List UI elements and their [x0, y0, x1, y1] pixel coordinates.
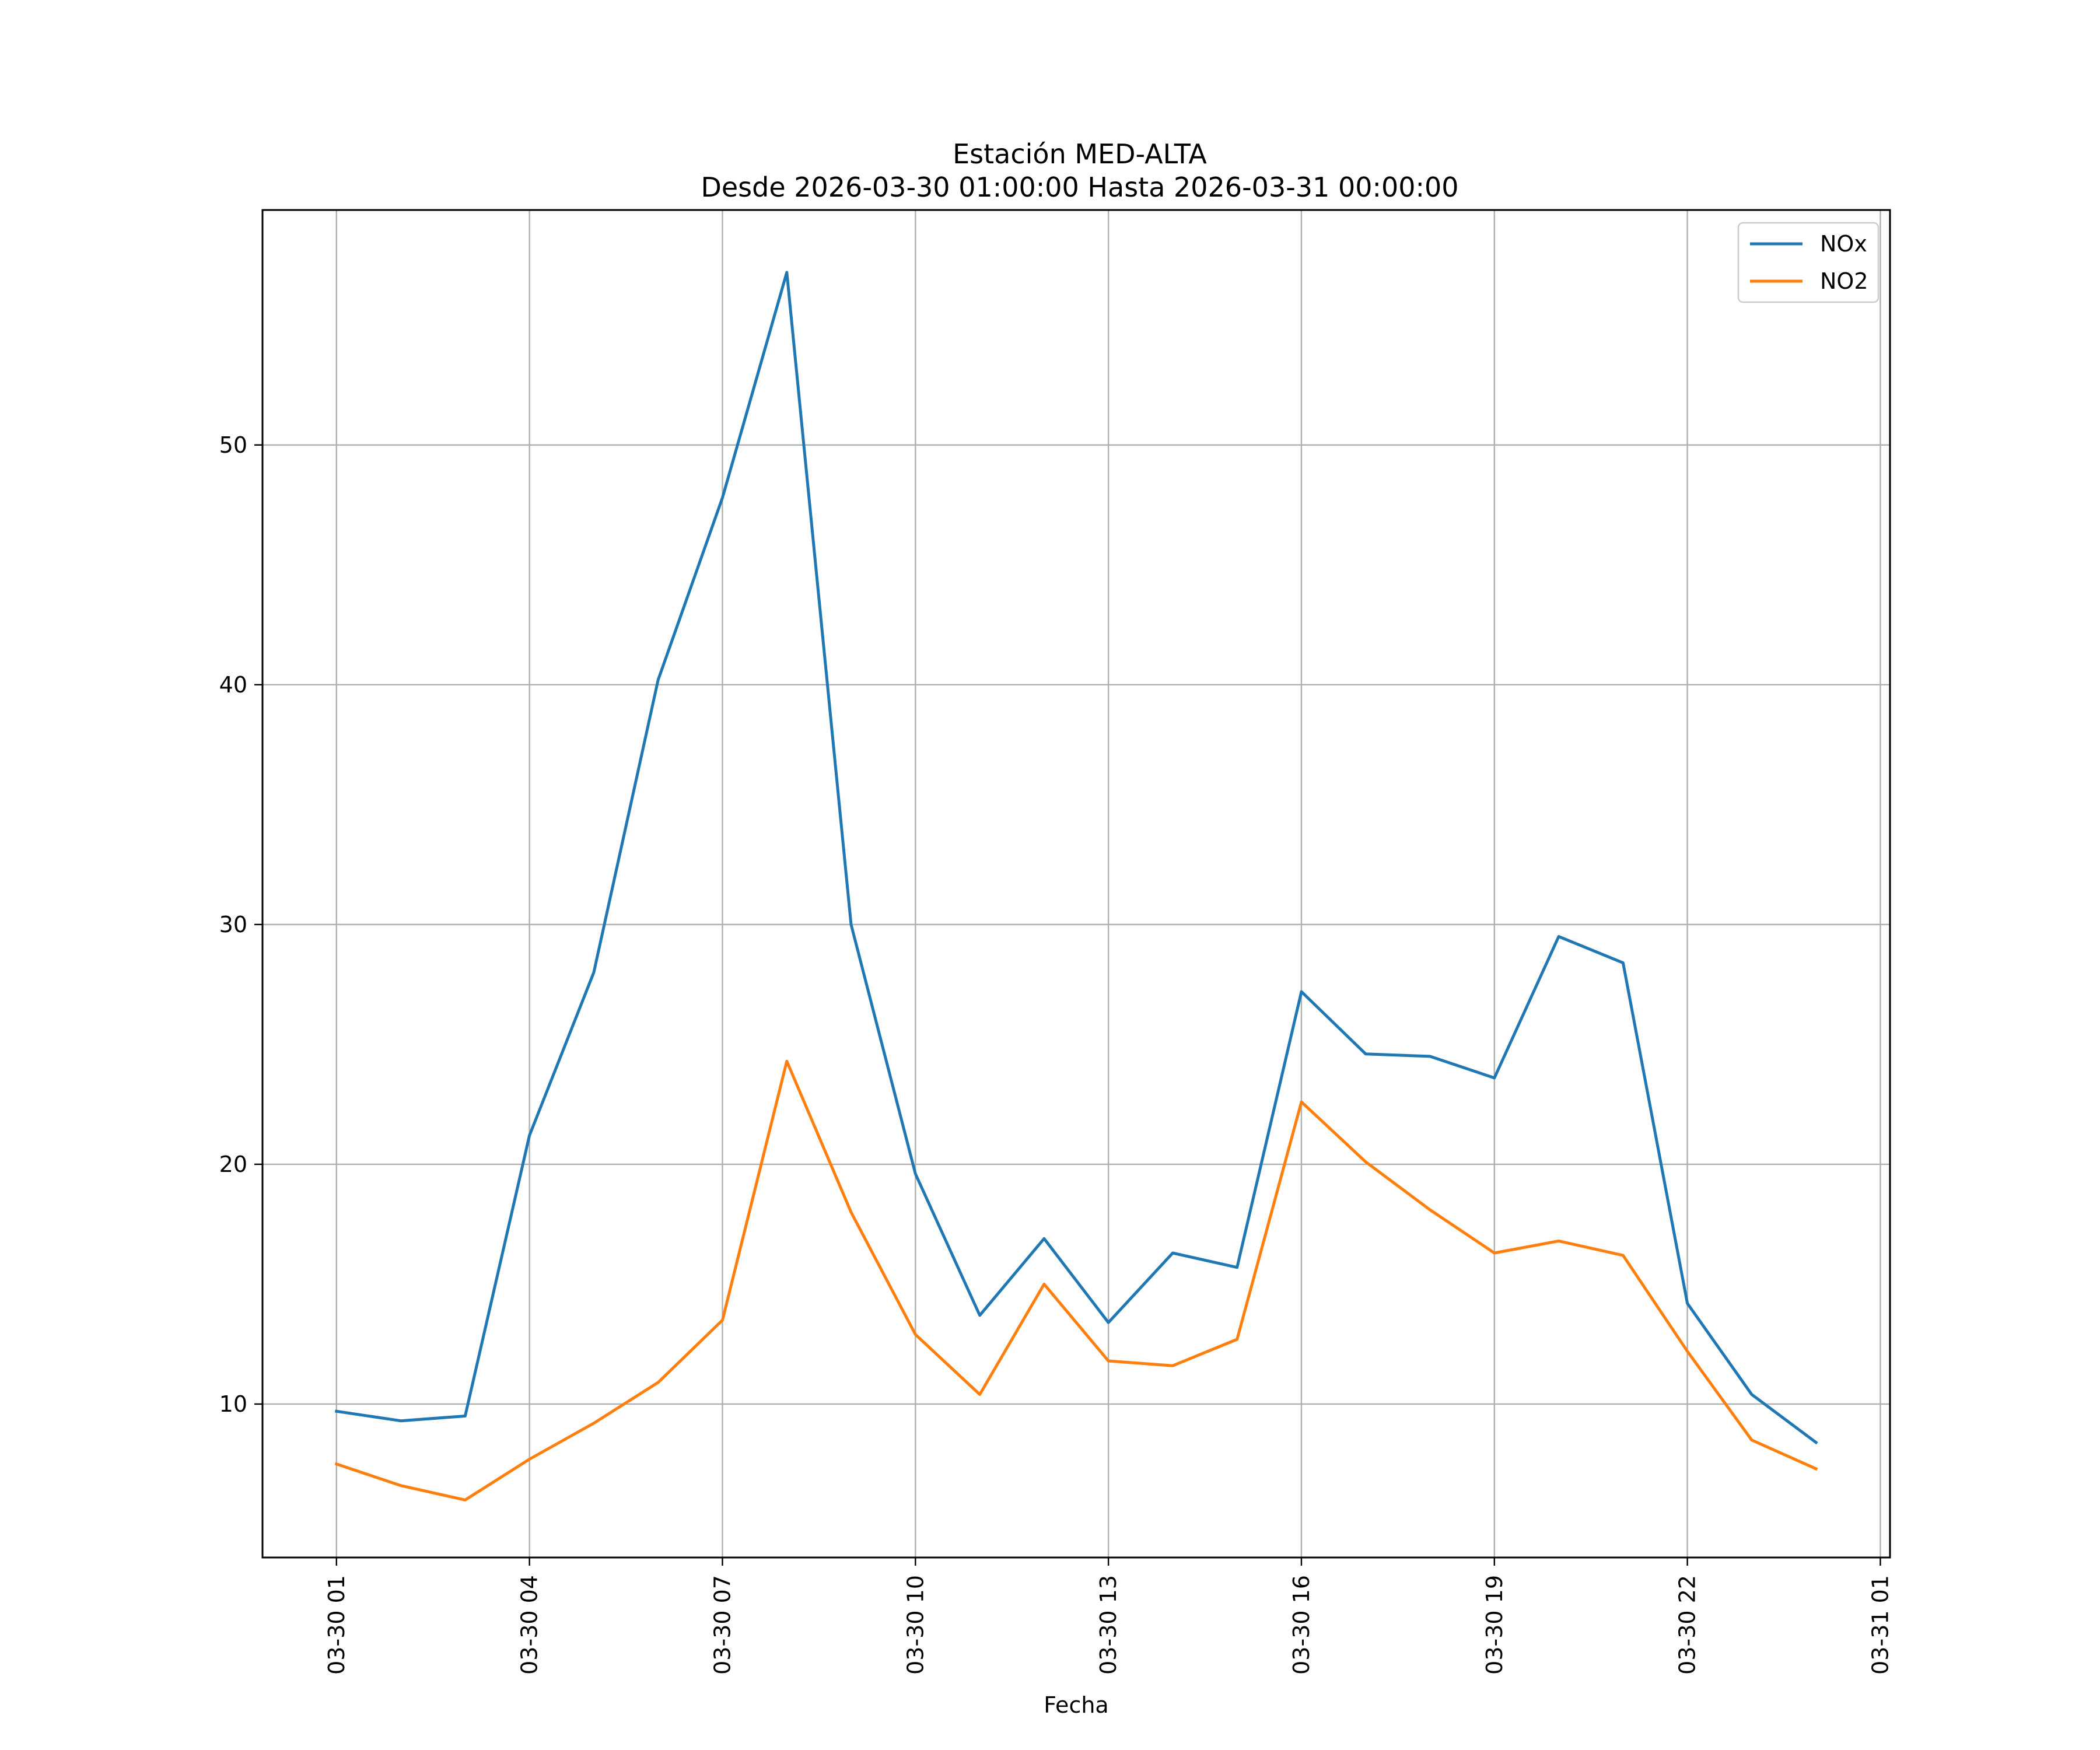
- y-tick-label: 50: [219, 432, 247, 458]
- y-tick-label: 20: [219, 1152, 247, 1177]
- y-tick-label: 40: [219, 672, 247, 698]
- y-tick-label: 10: [219, 1391, 247, 1417]
- legend-label: NOx: [1820, 231, 1867, 257]
- series-line-nox: [334, 271, 1818, 1445]
- x-tick-label: 03-30 19: [1482, 1575, 1507, 1675]
- x-tick-label: 03-30 22: [1675, 1575, 1700, 1675]
- legend: NOx NO2: [1737, 222, 1880, 303]
- x-tick-label: 03-30 13: [1096, 1575, 1121, 1675]
- x-tick-label: 03-30 01: [324, 1575, 349, 1675]
- legend-label: NO2: [1820, 268, 1868, 294]
- y-tick-label: 30: [219, 912, 247, 937]
- x-tick-label: 03-30 04: [517, 1575, 542, 1675]
- series-lines: [334, 271, 1818, 1502]
- axis-ticks: 03-30 01 03-30 04 03-30 07 03-30 10 03-30 13…: [219, 432, 1894, 1675]
- chart-title: Estación MED-ALTA: [953, 138, 1207, 170]
- chart-subtitle: Desde 2026-03-30 01:00:00 Hasta 2026-03-…: [701, 172, 1458, 203]
- x-tick-label: 03-30 10: [902, 1575, 928, 1675]
- x-axis-label: Fecha: [1044, 1692, 1108, 1718]
- grid: [262, 210, 1890, 1558]
- x-tick-label: 03-30 16: [1289, 1575, 1314, 1675]
- x-tick-label: 03-30 07: [709, 1575, 735, 1675]
- x-tick-label: 03-31 01: [1867, 1575, 1893, 1675]
- series-line-no2: [334, 1059, 1818, 1502]
- plot-area-frame: [261, 209, 1891, 1559]
